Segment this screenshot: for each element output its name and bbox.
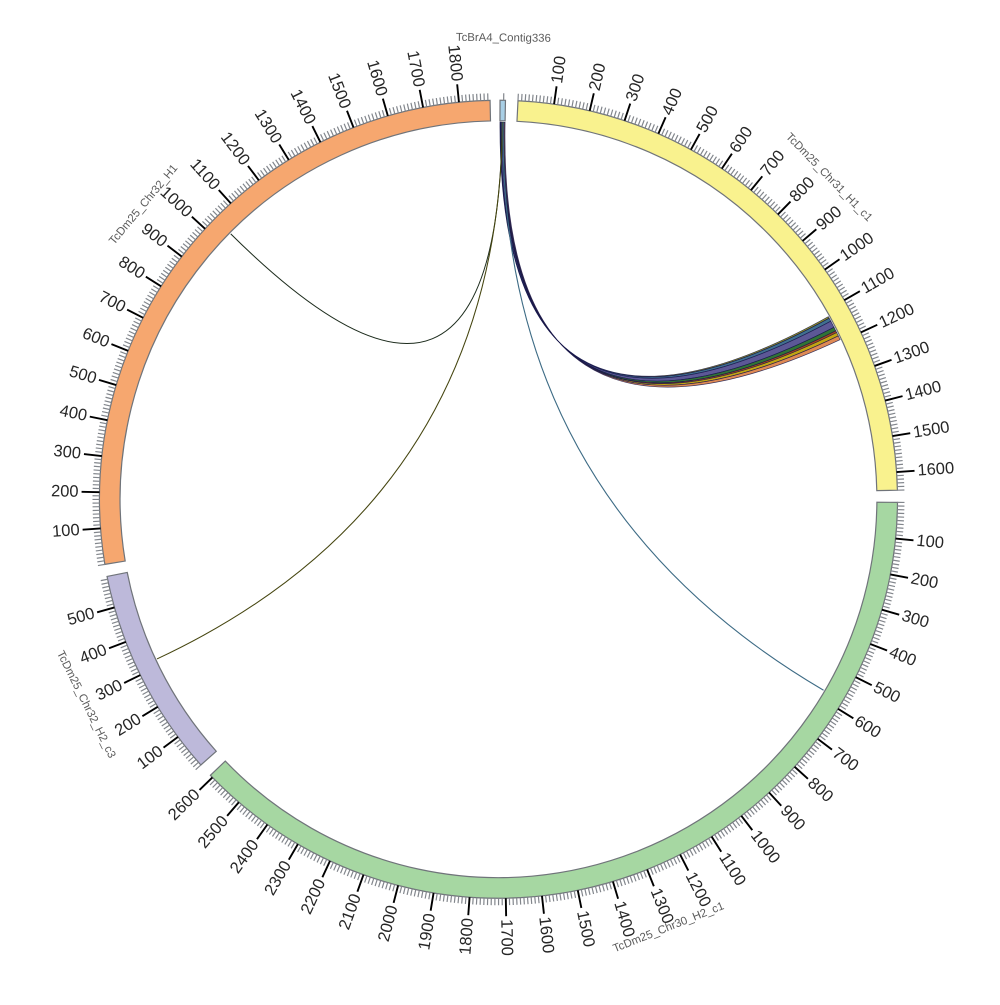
svg-text:100: 100 xyxy=(52,521,81,541)
svg-text:1800: 1800 xyxy=(456,917,477,955)
svg-text:200: 200 xyxy=(909,570,939,593)
svg-text:300: 300 xyxy=(53,442,82,463)
svg-text:1900: 1900 xyxy=(415,912,439,951)
svg-text:100: 100 xyxy=(548,55,570,85)
svg-text:1600: 1600 xyxy=(917,459,955,479)
svg-text:1600: 1600 xyxy=(535,916,557,954)
svg-text:1700: 1700 xyxy=(497,919,516,956)
svg-text:200: 200 xyxy=(51,482,79,500)
svg-text:1800: 1800 xyxy=(444,44,466,82)
svg-text:1500: 1500 xyxy=(912,418,951,442)
svg-text:TcBrA4_Contig336: TcBrA4_Contig336 xyxy=(456,32,551,45)
svg-text:100: 100 xyxy=(916,532,945,553)
svg-text:400: 400 xyxy=(58,402,89,425)
svg-text:200: 200 xyxy=(586,62,610,93)
